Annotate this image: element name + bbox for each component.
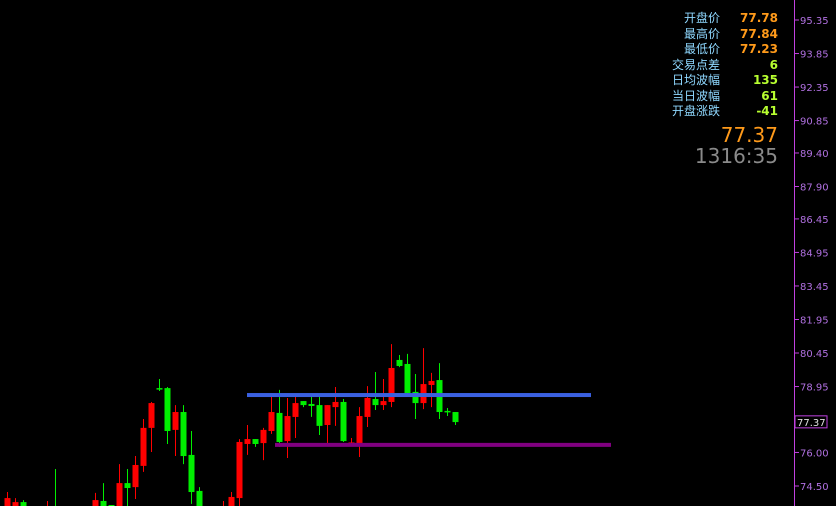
candle-body: [100, 500, 107, 506]
info-low: 最低价 77.23: [660, 42, 778, 58]
y-tick-label: 84.95: [800, 248, 829, 259]
y-tick-label: 93.85: [800, 50, 829, 61]
countdown-time: 1316:35: [694, 144, 778, 168]
resistance-line: [247, 393, 591, 398]
candle-body: [196, 490, 203, 506]
candle-body: [316, 405, 323, 426]
candle-body: [428, 380, 435, 385]
info-value: 77.78: [740, 11, 778, 25]
info-label: 最低价: [683, 42, 720, 56]
price-tag-box: [794, 415, 828, 429]
candle-body: [324, 405, 331, 425]
candle-body: [444, 410, 451, 413]
info-label: 当日波幅: [671, 88, 720, 103]
candle-body: [300, 401, 307, 406]
info-open: 开盘价 77.78: [660, 11, 778, 27]
y-tick-label: 81.95: [800, 315, 829, 326]
candle-body: [132, 464, 139, 488]
candle-body: [12, 502, 19, 506]
y-tick-label: 76.00: [800, 448, 829, 459]
candle-body: [252, 439, 259, 444]
candle-body: [284, 416, 291, 442]
info-value: 61: [761, 88, 778, 103]
candle-body: [292, 403, 299, 417]
info-value: 135: [752, 73, 778, 87]
info-value: 6: [769, 57, 778, 72]
y-tick-label: 78.95: [800, 383, 829, 394]
candle-body: [92, 500, 99, 506]
info-avg-range: 日均波幅 135: [660, 73, 778, 89]
info-label: 日均波幅: [671, 73, 720, 87]
candle-body: [372, 399, 379, 406]
info-label: 交易点差: [671, 57, 720, 72]
y-tick-label: 90.85: [800, 117, 829, 128]
candle-body: [172, 412, 179, 430]
candle-body: [412, 391, 419, 404]
info-value: -41: [756, 104, 778, 118]
candle-body: [388, 367, 395, 402]
candle-body: [236, 441, 243, 499]
y-tick-label: 89.40: [800, 149, 829, 160]
candle-body: [276, 412, 283, 442]
candle-body: [164, 388, 171, 432]
candle-body: [148, 403, 155, 428]
info-value: 77.23: [740, 42, 778, 56]
candle-body: [188, 454, 195, 493]
candle-body: [452, 412, 459, 423]
info-label: 开盘价: [683, 11, 720, 25]
info-value: 77.84: [740, 26, 778, 41]
y-tick-label: 95.35: [800, 16, 829, 27]
y-tick-label: 83.45: [800, 282, 829, 293]
y-tick-label: 74.50: [800, 482, 829, 493]
candle-body: [180, 412, 187, 457]
price-tag-label: 77.37: [797, 418, 826, 429]
info-spread: 交易点差 6: [660, 58, 778, 74]
candle-body: [116, 483, 123, 506]
candle-body: [260, 429, 267, 444]
current-price: 77.37: [720, 123, 778, 147]
candle-body: [340, 401, 347, 442]
info-open-change: 开盘涨跌 -41: [660, 104, 778, 120]
candle-body: [140, 427, 147, 466]
candle-body: [4, 498, 11, 506]
candle-body: [364, 397, 371, 417]
candle-body: [308, 403, 315, 406]
candle-body: [396, 359, 403, 366]
candle-body: [20, 502, 27, 506]
quote-info-panel: 开盘价 77.78 最高价 77.84 最低价 77.23 交易点差 6 日均波幅 135…: [660, 11, 778, 120]
support-line: [275, 442, 611, 447]
candle-body: [332, 401, 339, 408]
candle-body: [356, 416, 363, 444]
info-high: 最高价 77.84: [660, 27, 778, 43]
info-label: 最高价: [683, 26, 720, 41]
candle-body: [124, 483, 131, 489]
candle-body: [156, 388, 163, 390]
info-day-range: 当日波幅 61: [660, 89, 778, 105]
y-tick-label: 87.90: [800, 183, 829, 194]
y-tick-label: 86.45: [800, 215, 829, 226]
y-tick-label: 80.45: [800, 349, 829, 360]
candle-body: [404, 363, 411, 394]
candle-body: [108, 504, 115, 506]
candle-body: [228, 496, 235, 506]
info-label: 开盘涨跌: [671, 104, 720, 118]
y-tick-label: 92.35: [800, 83, 829, 94]
candle-body: [244, 439, 251, 444]
candle-body: [380, 401, 387, 406]
candle-body: [268, 412, 275, 432]
